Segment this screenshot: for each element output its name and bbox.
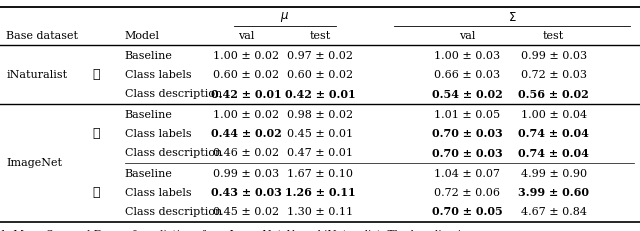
- Text: 0.72 ± 0.06: 0.72 ± 0.06: [434, 188, 500, 198]
- Text: val: val: [459, 31, 476, 41]
- Text: ImageNet: ImageNet: [6, 158, 63, 168]
- Text: 0.99 ± 0.03: 0.99 ± 0.03: [520, 51, 587, 61]
- Text: 0.66 ± 0.03: 0.66 ± 0.03: [434, 70, 500, 80]
- Text: 0.60 ± 0.02: 0.60 ± 0.02: [213, 70, 280, 80]
- Text: Class labels: Class labels: [125, 188, 191, 198]
- Text: iNaturalist: iNaturalist: [6, 70, 68, 80]
- Text: 0.44 ± 0.02: 0.44 ± 0.02: [211, 128, 282, 139]
- Text: 0.99 ± 0.03: 0.99 ± 0.03: [213, 169, 280, 179]
- Text: test: test: [309, 31, 331, 41]
- Text: Class labels: Class labels: [125, 70, 191, 80]
- Text: 0.43 ± 0.03: 0.43 ± 0.03: [211, 187, 282, 198]
- Text: 0.70 ± 0.03: 0.70 ± 0.03: [432, 148, 502, 158]
- Text: test: test: [543, 31, 564, 41]
- Text: 0.42 ± 0.01: 0.42 ± 0.01: [211, 89, 282, 100]
- Text: 3.99 ± 0.60: 3.99 ± 0.60: [518, 187, 589, 198]
- Text: ≙: ≙: [92, 127, 100, 140]
- Text: 1.01 ± 0.05: 1.01 ± 0.05: [434, 110, 500, 120]
- Text: 0.60 ± 0.02: 0.60 ± 0.02: [287, 70, 353, 80]
- Text: 0.42 ± 0.01: 0.42 ± 0.01: [285, 89, 355, 100]
- Text: 0.98 ± 0.02: 0.98 ± 0.02: [287, 110, 353, 120]
- Text: ≙: ≙: [92, 69, 100, 82]
- Text: Class description: Class description: [125, 148, 222, 158]
- Text: 1.04 ± 0.07: 1.04 ± 0.07: [434, 169, 500, 179]
- Text: $\mu$: $\mu$: [280, 10, 289, 24]
- Text: 0.70 ± 0.05: 0.70 ± 0.05: [432, 206, 502, 217]
- Text: Class description: Class description: [125, 207, 222, 217]
- Text: Model: Model: [125, 31, 160, 41]
- Text: Baseline: Baseline: [125, 169, 173, 179]
- Text: Baseline: Baseline: [125, 51, 173, 61]
- Text: 0.54 ± 0.02: 0.54 ± 0.02: [432, 89, 502, 100]
- Text: 0.70 ± 0.03: 0.70 ± 0.03: [432, 128, 502, 139]
- Text: $\Sigma$: $\Sigma$: [508, 11, 516, 24]
- Text: Class description: Class description: [125, 89, 222, 99]
- Text: 0.97 ± 0.02: 0.97 ± 0.02: [287, 51, 353, 61]
- Text: 4.99 ± 0.90: 4.99 ± 0.90: [520, 169, 587, 179]
- Text: 1.26 ± 0.11: 1.26 ± 0.11: [285, 187, 355, 198]
- Text: 0.47 ± 0.01: 0.47 ± 0.01: [287, 148, 353, 158]
- Text: Class labels: Class labels: [125, 129, 191, 139]
- Text: 1.00 ± 0.04: 1.00 ± 0.04: [520, 110, 587, 120]
- Text: 4.67 ± 0.84: 4.67 ± 0.84: [520, 207, 587, 217]
- Text: 1.30 ± 0.11: 1.30 ± 0.11: [287, 207, 353, 217]
- Text: 0.56 ± 0.02: 0.56 ± 0.02: [518, 89, 589, 100]
- Text: 0.45 ± 0.01: 0.45 ± 0.01: [287, 129, 353, 139]
- Text: 0.74 ± 0.04: 0.74 ± 0.04: [518, 128, 589, 139]
- Text: 1.00 ± 0.02: 1.00 ± 0.02: [213, 110, 280, 120]
- Text: Baseline: Baseline: [125, 110, 173, 120]
- Text: 0.45 ± 0.02: 0.45 ± 0.02: [213, 207, 280, 217]
- Text: ≢: ≢: [92, 186, 100, 199]
- Text: 0.46 ± 0.02: 0.46 ± 0.02: [213, 148, 280, 158]
- Text: val: val: [238, 31, 255, 41]
- Text: 1.00 ± 0.02: 1.00 ± 0.02: [213, 51, 280, 61]
- Text: 1.67 ± 0.10: 1.67 ± 0.10: [287, 169, 353, 179]
- Text: 0.72 ± 0.03: 0.72 ± 0.03: [520, 70, 587, 80]
- Text: 1.00 ± 0.03: 1.00 ± 0.03: [434, 51, 500, 61]
- Text: Base dataset: Base dataset: [6, 31, 79, 41]
- Text: 0.74 ± 0.04: 0.74 ± 0.04: [518, 148, 589, 158]
